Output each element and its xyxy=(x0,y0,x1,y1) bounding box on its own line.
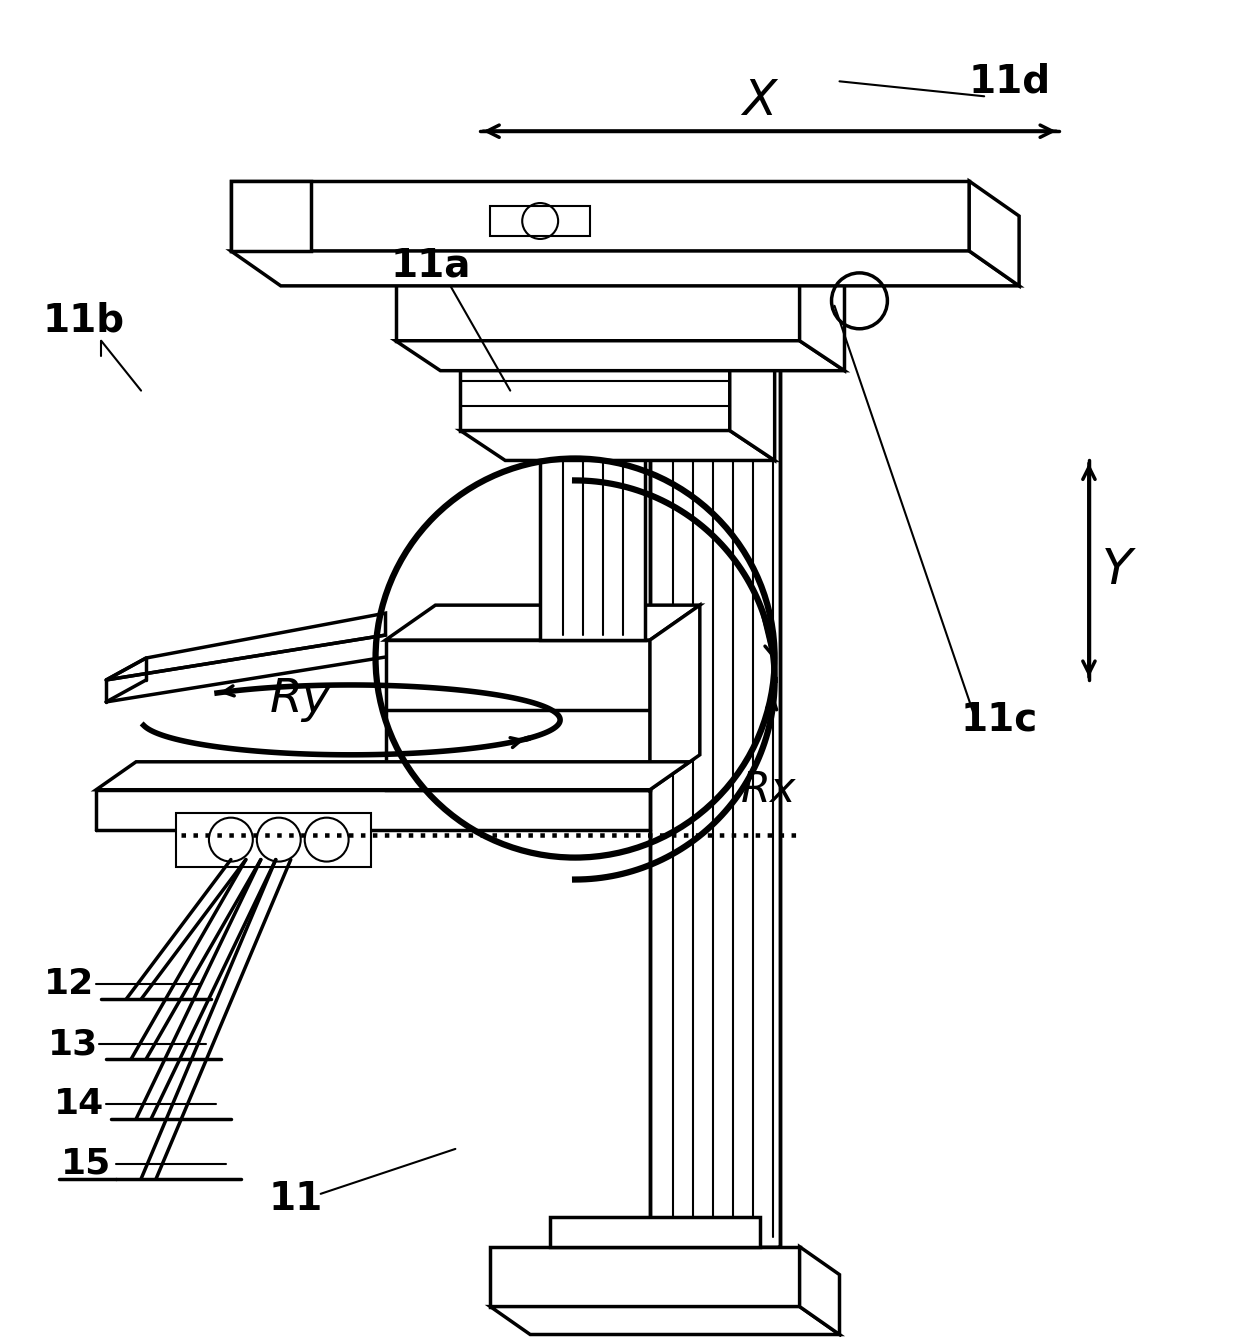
Text: 11a: 11a xyxy=(391,248,471,285)
Polygon shape xyxy=(970,181,1019,286)
Bar xyxy=(541,431,645,640)
Text: 11d: 11d xyxy=(968,63,1050,100)
Polygon shape xyxy=(396,341,844,371)
Bar xyxy=(231,181,311,252)
Bar xyxy=(396,252,800,341)
Text: 15: 15 xyxy=(61,1147,112,1181)
Bar xyxy=(460,341,730,431)
Bar xyxy=(650,289,780,1247)
Text: $\mathit{X}$: $\mathit{X}$ xyxy=(740,78,780,126)
Polygon shape xyxy=(107,613,386,680)
Text: 14: 14 xyxy=(55,1086,104,1121)
Bar xyxy=(386,640,650,789)
Polygon shape xyxy=(490,1307,839,1334)
Bar xyxy=(176,812,371,867)
Polygon shape xyxy=(800,1247,839,1334)
Polygon shape xyxy=(386,605,699,640)
Bar xyxy=(490,1247,800,1307)
Text: 11c: 11c xyxy=(961,701,1038,739)
Text: 12: 12 xyxy=(45,967,94,1001)
Polygon shape xyxy=(730,341,775,460)
Bar xyxy=(551,1216,760,1247)
Polygon shape xyxy=(231,252,1019,286)
Text: $\mathit{Ry}$: $\mathit{Ry}$ xyxy=(269,676,332,724)
Text: $\mathit{Y}$: $\mathit{Y}$ xyxy=(1101,546,1137,594)
Bar xyxy=(490,206,590,235)
Polygon shape xyxy=(97,761,689,789)
Polygon shape xyxy=(800,252,844,371)
Bar xyxy=(231,181,970,252)
Text: 11: 11 xyxy=(269,1180,322,1218)
Polygon shape xyxy=(650,605,699,789)
Text: 11b: 11b xyxy=(42,302,124,340)
Text: $\mathit{Rx}$: $\mathit{Rx}$ xyxy=(740,769,797,811)
Polygon shape xyxy=(460,431,775,460)
Text: 13: 13 xyxy=(48,1028,98,1061)
